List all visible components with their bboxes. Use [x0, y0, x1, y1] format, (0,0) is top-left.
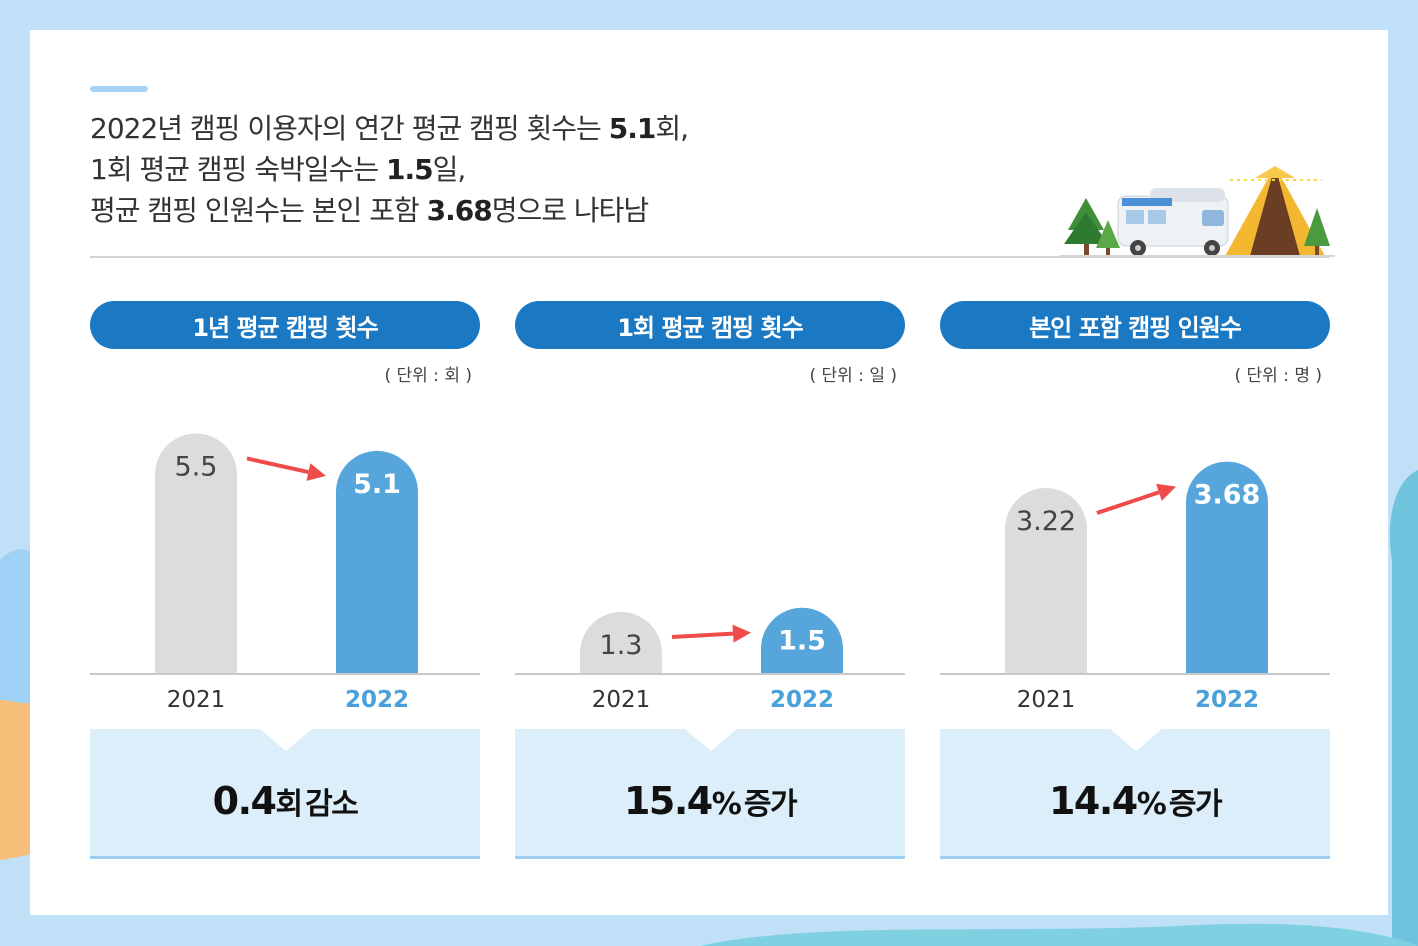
trend-arrow-head	[1156, 483, 1176, 501]
result-notch	[685, 729, 737, 751]
camping-illustration	[1060, 166, 1335, 257]
category-tick-label: 2021	[167, 687, 226, 713]
headline-text: 회,	[655, 112, 689, 145]
bar-2022	[1186, 461, 1268, 673]
bar-value-label: 5.5	[175, 451, 218, 482]
infographic-card: 2022년 캠핑 이용자의 연간 평균 캠핑 횟수는 5.1회, 1회 평균 캠…	[30, 30, 1388, 915]
header-divider	[90, 256, 1330, 258]
panel-per-trip-days: 1회 평균 캠핑 횟수 ( 단위 : 일 ) 1.3 2021 1.5 2022 15…	[515, 301, 905, 861]
headline-line-2: 1회 평균 캠핑 숙박일수는 1.5일,	[90, 149, 688, 190]
bar-value-label: 3.22	[1016, 506, 1076, 537]
headline-highlight: 3.68	[426, 194, 493, 227]
headline-highlight: 1.5	[386, 153, 434, 186]
result-suffix: %	[1136, 787, 1167, 822]
trend-arrow-head	[732, 624, 751, 643]
result-box: 14.4% 증가	[940, 729, 1330, 859]
headline-text: 일,	[432, 153, 467, 186]
category-tick-label: 2021	[1017, 687, 1076, 713]
bar-value-label: 1.3	[600, 630, 643, 661]
panel-party-size: 본인 포함 캠핑 인원수 ( 단위 : 명 ) 3.22 2021 3.68 2022…	[940, 301, 1330, 861]
result-notch	[1110, 729, 1162, 751]
result-word: 증가	[1168, 787, 1223, 822]
result-text: 14.4% 증가	[940, 779, 1330, 823]
result-word: 감소	[305, 787, 359, 822]
bar-2022	[761, 607, 843, 673]
bar-2022	[336, 450, 418, 673]
headline-text: 평균 캠핑 인원수는 본인 포함	[90, 194, 427, 227]
result-value: 0.4	[212, 779, 277, 823]
bar-2021	[580, 612, 662, 673]
bar-chart: 5.5 2021 5.1 2022	[90, 433, 480, 713]
headline-line-1: 2022년 캠핑 이용자의 연간 평균 캠핑 횟수는 5.1회,	[90, 108, 689, 149]
bar-chart: 3.22 2021 3.68 2022	[940, 461, 1330, 713]
bar-chart: 1.3 2021 1.5 2022	[515, 607, 905, 713]
pine-tree-icon	[1064, 198, 1108, 256]
category-tick-label: 2021	[592, 687, 651, 713]
bar-value-label: 1.5	[778, 626, 826, 657]
result-text: 15.4% 증가	[515, 779, 905, 823]
result-notch	[260, 729, 312, 751]
headline-line-3: 평균 캠핑 인원수는 본인 포함 3.68명으로 나타남	[90, 190, 688, 231]
category-tick-label: 2022	[1195, 687, 1259, 713]
headline: 2022년 캠핑 이용자의 연간 평균 캠핑 횟수는 5.1회, 1회 평균 캠…	[90, 108, 689, 231]
sea-wave-right	[1389, 470, 1418, 946]
bar-2021	[155, 433, 237, 673]
sea-wave-bottom	[700, 923, 1418, 946]
headline-text: 명으로 나타남	[491, 194, 649, 227]
panel-title-pill: 1년 평균 캠핑 횟수	[90, 301, 480, 349]
tent-icon	[1225, 166, 1325, 256]
bar-value-label: 5.1	[353, 469, 401, 500]
headline-text: 1회 평균 캠핑 숙박일수는	[90, 153, 387, 186]
unit-label: ( 단위 : 명 )	[1234, 366, 1322, 386]
trend-arrow-head	[306, 463, 326, 481]
headline-highlight: 5.1	[608, 112, 657, 145]
result-value: 15.4	[623, 779, 713, 823]
trend-arrow-shaft	[246, 456, 309, 474]
bar-value-label: 3.68	[1194, 480, 1261, 511]
result-box: 0.4회 감소	[90, 729, 480, 859]
unit-label: ( 단위 : 회 )	[384, 366, 472, 386]
category-tick-label: 2022	[770, 687, 834, 713]
headline-text: 2022년 캠핑 이용자의 연간 평균 캠핑 횟수는	[90, 112, 609, 145]
pine-tree-small-icon	[1096, 220, 1120, 256]
panel-yearly-count: 1년 평균 캠핑 횟수 ( 단위 : 회 ) 5.5 2021 5.1 2022 0.…	[90, 301, 480, 861]
category-tick-label: 2022	[345, 687, 409, 713]
result-suffix: 회	[275, 787, 303, 822]
bar-2021	[1005, 488, 1087, 673]
camping-trailer-icon	[1117, 188, 1229, 256]
accent-bar	[90, 86, 148, 92]
trend-arrow-shaft	[671, 631, 734, 639]
panel-title-pill: 본인 포함 캠핑 인원수	[940, 301, 1330, 349]
panel-title-pill: 1회 평균 캠핑 횟수	[515, 301, 905, 349]
pine-tree-right-icon	[1304, 208, 1330, 256]
result-text: 0.4회 감소	[90, 779, 480, 823]
result-suffix: %	[711, 787, 742, 822]
result-value: 14.4	[1048, 779, 1138, 823]
trend-arrow-shaft	[1096, 490, 1160, 515]
result-word: 증가	[743, 787, 798, 822]
unit-label: ( 단위 : 일 )	[809, 366, 897, 386]
